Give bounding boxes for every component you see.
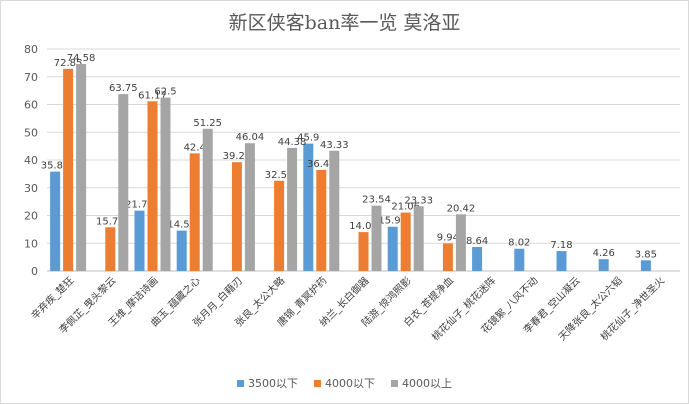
data-label-series-1: 7.18 [550, 240, 572, 251]
data-label-series-2: 39.22 [223, 151, 252, 162]
bar-series-2 [189, 153, 200, 271]
bar-series-3 [371, 205, 382, 271]
data-label-series-3: 62.5 [154, 87, 176, 98]
legend-label-series-1: 3500以下 [248, 377, 298, 390]
legend-label-series-2: 4000以下 [325, 377, 375, 390]
x-tick-label: 辛弃疾_楚狂 [28, 274, 76, 322]
y-tick-label: 40 [24, 154, 38, 167]
bar-series-2 [442, 243, 453, 271]
y-tick-label: 0 [31, 265, 38, 278]
data-label-series-1: 4.26 [593, 248, 615, 259]
bar-series-2 [358, 232, 369, 271]
bar-series-3 [160, 97, 171, 271]
bar-series-3 [287, 147, 298, 271]
data-label-series-2: 32.51 [265, 170, 294, 181]
data-label-series-3: 23.33 [404, 195, 433, 206]
data-label-series-3: 43.33 [320, 140, 349, 151]
y-tick-label: 70 [24, 71, 38, 84]
bar-series-2 [105, 227, 116, 271]
y-tick-label: 80 [24, 43, 38, 56]
data-label-series-1: 35.82 [41, 161, 70, 172]
legend-swatch-series-1 [237, 379, 244, 387]
y-tick-label: 50 [24, 126, 38, 139]
bar-series-2 [274, 180, 285, 271]
bar-series-1 [514, 248, 525, 271]
bar-series-1 [598, 259, 609, 271]
bar-series-2 [147, 101, 158, 271]
data-label-series-3: 74.58 [67, 53, 96, 64]
data-label-series-2: 21.06 [391, 202, 420, 213]
legend-item-series-2: 4000以下 [314, 375, 375, 391]
chart-title: 新区侠客ban率一览 莫洛亚 [228, 12, 461, 34]
bar-series-1 [176, 230, 187, 271]
bar-series-3 [202, 128, 213, 271]
y-tick-label: 60 [24, 99, 38, 112]
data-label-series-2: 72.85 [54, 58, 83, 69]
data-label-series-2: 61.17 [138, 90, 167, 101]
bar-series-2 [316, 169, 327, 271]
bar-series-1 [303, 143, 314, 271]
bar-series-2 [400, 212, 411, 271]
data-label-series-1: 45.9 [297, 133, 319, 144]
data-label-series-3: 63.75 [109, 83, 138, 94]
data-label-series-2: 36.42 [307, 159, 336, 170]
bar-series-1 [50, 171, 61, 271]
data-label-series-3: 44.38 [278, 137, 307, 148]
data-label-series-2: 42.4 [184, 142, 206, 153]
data-label-series-1: 21.75 [125, 200, 154, 211]
data-label-series-3: 51.25 [193, 118, 222, 129]
data-label-series-3: 46.04 [236, 132, 265, 143]
data-label-series-3: 20.42 [447, 203, 476, 214]
legend-item-series-3: 4000以上 [391, 375, 452, 391]
data-label-series-1: 3.85 [635, 249, 657, 260]
bar-series-3 [244, 143, 255, 271]
bar-series-3 [329, 150, 340, 271]
bar-series-3 [118, 94, 129, 271]
legend-swatch-series-3 [391, 379, 398, 387]
bar-series-3 [76, 64, 87, 271]
bar-series-1 [387, 226, 398, 271]
y-tick-label: 20 [24, 210, 38, 223]
data-label-series-1: 8.64 [466, 236, 488, 247]
data-label-series-2: 15.75 [96, 216, 125, 227]
data-label-series-1: 8.02 [508, 238, 530, 249]
bar-series-3 [455, 214, 466, 271]
legend-item-series-1: 3500以下 [237, 375, 298, 391]
data-label-series-3: 23.54 [362, 195, 391, 206]
bar-series-1 [640, 260, 651, 271]
data-label-series-1: 14.56 [167, 220, 196, 231]
bar-series-1 [472, 247, 483, 271]
data-label-series-2: 14.02 [349, 221, 378, 232]
bar-series-1 [556, 251, 567, 271]
data-label-series-1: 15.95 [378, 216, 407, 227]
chart-legend: 3500以下 4000以下 4000以上 [0, 375, 689, 391]
bar-series-2 [63, 68, 74, 271]
y-tick-label: 10 [24, 237, 38, 250]
y-tick-label: 30 [24, 182, 38, 195]
legend-swatch-series-2 [314, 379, 321, 387]
data-label-series-2: 9.94 [437, 232, 459, 243]
bar-series-3 [413, 206, 424, 271]
bar-series-2 [231, 162, 242, 271]
bar-series-1 [134, 210, 145, 271]
legend-label-series-3: 4000以上 [402, 377, 452, 390]
